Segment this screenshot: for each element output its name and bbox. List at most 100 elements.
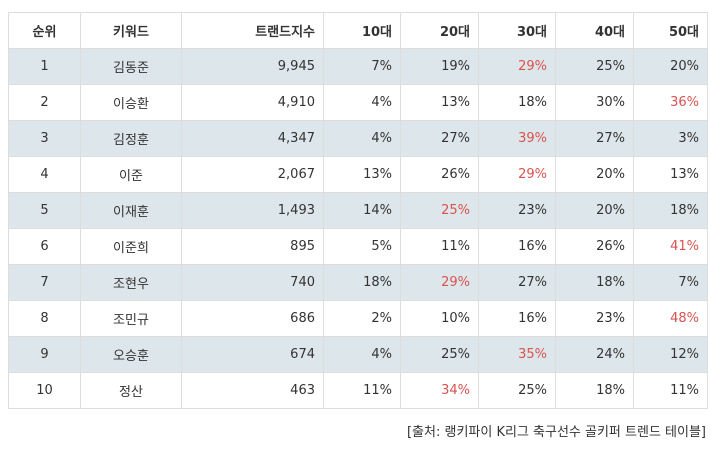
table-body: 1 김동준 9,945 7% 19% 29% 25% 20% 2 이승환 4,9… (8, 48, 708, 409)
cell-trend-index: 1,493 (181, 192, 324, 229)
cell-age-20s: 26% (400, 156, 479, 193)
cell-age-20s: 25% (400, 192, 479, 229)
cell-trend-index: 740 (181, 264, 324, 301)
cell-age-10s: 18% (323, 264, 401, 301)
cell-trend-index: 4,910 (181, 84, 324, 121)
cell-age-50s: 7% (633, 264, 708, 301)
header-keyword: 키워드 (80, 12, 182, 49)
cell-rank: 2 (8, 84, 81, 121)
header-age-30s: 30대 (478, 12, 556, 49)
cell-rank: 5 (8, 192, 81, 229)
table-header-row: 순위 키워드 트랜드지수 10대 20대 30대 40대 50대 (8, 12, 708, 49)
cell-age-20s: 27% (400, 120, 479, 157)
table-row: 8 조민규 686 2% 10% 16% 23% 48% (8, 300, 708, 337)
cell-age-50s: 36% (633, 84, 708, 121)
cell-age-20s: 19% (400, 48, 479, 85)
cell-trend-index: 686 (181, 300, 324, 337)
cell-age-30s: 25% (478, 372, 556, 409)
cell-age-40s: 26% (555, 228, 634, 265)
table-row: 5 이재훈 1,493 14% 25% 23% 20% 18% (8, 192, 708, 229)
cell-rank: 9 (8, 336, 81, 373)
cell-age-40s: 30% (555, 84, 634, 121)
cell-age-40s: 27% (555, 120, 634, 157)
cell-trend-index: 463 (181, 372, 324, 409)
cell-age-10s: 13% (323, 156, 401, 193)
cell-age-30s: 39% (478, 120, 556, 157)
header-age-50s: 50대 (633, 12, 708, 49)
cell-age-10s: 4% (323, 84, 401, 121)
cell-trend-index: 9,945 (181, 48, 324, 85)
cell-trend-index: 2,067 (181, 156, 324, 193)
header-age-10s: 10대 (323, 12, 401, 49)
cell-age-20s: 11% (400, 228, 479, 265)
cell-rank: 8 (8, 300, 81, 337)
cell-age-50s: 20% (633, 48, 708, 85)
cell-age-50s: 11% (633, 372, 708, 409)
cell-age-40s: 25% (555, 48, 634, 85)
cell-rank: 7 (8, 264, 81, 301)
cell-age-40s: 20% (555, 192, 634, 229)
cell-age-10s: 4% (323, 336, 401, 373)
cell-keyword: 김정훈 (80, 120, 182, 157)
cell-age-40s: 24% (555, 336, 634, 373)
source-caption: [출처: 랭키파이 K리그 축구선수 골키퍼 트렌드 테이블] (406, 425, 706, 440)
cell-age-50s: 3% (633, 120, 708, 157)
cell-keyword: 김동준 (80, 48, 182, 85)
header-trend-index: 트랜드지수 (181, 12, 324, 49)
cell-keyword: 정산 (80, 372, 182, 409)
cell-keyword: 조민규 (80, 300, 182, 337)
cell-age-10s: 7% (323, 48, 401, 85)
cell-age-30s: 27% (478, 264, 556, 301)
table-row: 7 조현우 740 18% 29% 27% 18% 7% (8, 264, 708, 301)
cell-keyword: 이재훈 (80, 192, 182, 229)
table-row: 10 정산 463 11% 34% 25% 18% 11% (8, 372, 708, 409)
cell-age-10s: 5% (323, 228, 401, 265)
cell-rank: 4 (8, 156, 81, 193)
table-row: 4 이준 2,067 13% 26% 29% 20% 13% (8, 156, 708, 193)
header-age-40s: 40대 (555, 12, 634, 49)
cell-age-10s: 11% (323, 372, 401, 409)
cell-rank: 1 (8, 48, 81, 85)
cell-age-50s: 13% (633, 156, 708, 193)
cell-rank: 3 (8, 120, 81, 157)
table-row: 2 이승환 4,910 4% 13% 18% 30% 36% (8, 84, 708, 121)
cell-keyword: 이승환 (80, 84, 182, 121)
table-row: 6 이준희 895 5% 11% 16% 26% 41% (8, 228, 708, 265)
cell-age-10s: 4% (323, 120, 401, 157)
header-age-20s: 20대 (400, 12, 479, 49)
cell-age-40s: 20% (555, 156, 634, 193)
cell-age-50s: 12% (633, 336, 708, 373)
cell-keyword: 조현우 (80, 264, 182, 301)
cell-age-50s: 48% (633, 300, 708, 337)
cell-age-30s: 16% (478, 300, 556, 337)
cell-age-20s: 10% (400, 300, 479, 337)
cell-age-20s: 29% (400, 264, 479, 301)
cell-age-10s: 14% (323, 192, 401, 229)
cell-age-30s: 23% (478, 192, 556, 229)
cell-trend-index: 895 (181, 228, 324, 265)
cell-keyword: 이준 (80, 156, 182, 193)
cell-rank: 10 (8, 372, 81, 409)
cell-age-50s: 18% (633, 192, 708, 229)
cell-age-20s: 25% (400, 336, 479, 373)
cell-trend-index: 4,347 (181, 120, 324, 157)
cell-age-10s: 2% (323, 300, 401, 337)
trend-table: 순위 키워드 트랜드지수 10대 20대 30대 40대 50대 1 김동준 9… (8, 12, 708, 409)
table-row: 9 오승훈 674 4% 25% 35% 24% 12% (8, 336, 708, 373)
header-rank: 순위 (8, 12, 81, 49)
trend-table-container: 순위 키워드 트랜드지수 10대 20대 30대 40대 50대 1 김동준 9… (8, 12, 708, 409)
cell-keyword: 오승훈 (80, 336, 182, 373)
table-row: 1 김동준 9,945 7% 19% 29% 25% 20% (8, 48, 708, 85)
cell-age-20s: 34% (400, 372, 479, 409)
cell-age-40s: 18% (555, 372, 634, 409)
cell-keyword: 이준희 (80, 228, 182, 265)
cell-age-30s: 29% (478, 156, 556, 193)
cell-age-40s: 23% (555, 300, 634, 337)
cell-age-50s: 41% (633, 228, 708, 265)
cell-age-30s: 16% (478, 228, 556, 265)
cell-rank: 6 (8, 228, 81, 265)
cell-age-30s: 35% (478, 336, 556, 373)
cell-age-30s: 18% (478, 84, 556, 121)
cell-age-40s: 18% (555, 264, 634, 301)
cell-trend-index: 674 (181, 336, 324, 373)
